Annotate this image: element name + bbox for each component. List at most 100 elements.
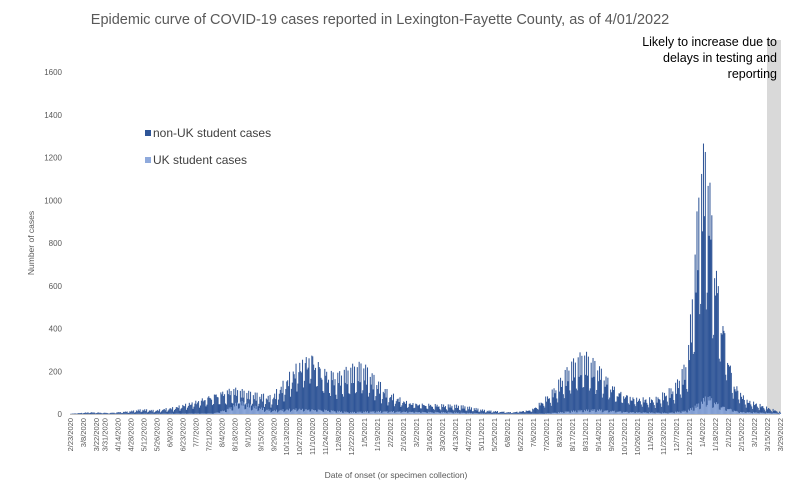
non-uk-case-bar	[102, 413, 104, 414]
uk-student-case-bar	[172, 413, 174, 414]
uk-student-case-bar	[330, 410, 332, 414]
uk-student-case-bar	[312, 409, 314, 414]
non-uk-case-bar	[373, 374, 375, 414]
uk-student-case-bar	[644, 412, 646, 414]
uk-student-case-bar	[714, 402, 716, 414]
uk-student-case-bar	[263, 407, 265, 414]
uk-student-case-bar	[704, 396, 706, 414]
uk-student-case-bar	[357, 412, 359, 414]
uk-student-case-bar	[295, 408, 297, 414]
uk-student-case-bar	[396, 411, 398, 414]
non-uk-case-bar	[145, 410, 147, 414]
uk-student-case-bar	[630, 412, 632, 414]
non-uk-case-bar	[658, 398, 660, 414]
y-axis-title: Number of cases	[26, 211, 36, 275]
non-uk-case-bar	[82, 413, 85, 414]
non-uk-case-bar	[286, 381, 288, 414]
non-uk-case-bar	[265, 398, 267, 414]
non-uk-case-bar	[741, 399, 743, 414]
uk-student-case-bar	[749, 412, 751, 414]
uk-student-case-bar	[210, 413, 212, 414]
non-uk-case-bar	[88, 413, 90, 414]
non-uk-case-bar	[487, 411, 489, 414]
uk-student-case-bar	[234, 406, 236, 414]
non-uk-case-bar	[282, 380, 284, 414]
uk-student-case-bar	[405, 412, 407, 414]
non-uk-case-bar	[171, 409, 173, 414]
non-uk-case-bar	[574, 362, 576, 414]
non-uk-case-bar	[439, 409, 441, 414]
non-uk-case-bar	[124, 411, 126, 414]
non-uk-case-bar	[248, 390, 250, 414]
non-uk-case-bar	[250, 405, 253, 414]
non-uk-case-bar	[237, 390, 239, 414]
uk-student-case-bar	[444, 412, 446, 414]
non-uk-case-bar	[404, 402, 406, 414]
non-uk-case-bar	[382, 391, 384, 414]
non-uk-case-bar	[579, 352, 581, 414]
non-uk-case-bar	[122, 411, 124, 414]
uk-student-case-bar	[712, 407, 714, 414]
non-uk-case-bar	[359, 382, 361, 414]
non-uk-case-bar	[430, 404, 432, 414]
uk-student-case-bar	[473, 413, 475, 414]
non-uk-case-bar	[409, 403, 411, 414]
uk-student-case-bar	[564, 411, 566, 414]
non-uk-case-bar	[177, 407, 179, 414]
non-uk-case-bar	[484, 412, 486, 414]
non-uk-case-bar	[631, 400, 633, 414]
non-uk-case-bar	[458, 409, 460, 414]
uk-student-case-bar	[738, 412, 740, 414]
uk-student-case-bar	[355, 412, 357, 414]
non-uk-case-bar	[638, 400, 640, 414]
x-tick-label: 4/14/2020	[113, 418, 122, 451]
non-uk-case-bar	[516, 411, 518, 414]
y-tick-label: 1400	[44, 111, 62, 120]
uk-student-case-bar	[662, 412, 664, 414]
non-uk-case-bar	[314, 370, 316, 414]
non-uk-case-bar	[575, 388, 577, 414]
uk-student-case-bar	[424, 412, 426, 414]
non-uk-case-bar	[356, 367, 358, 414]
non-uk-case-bar	[368, 392, 370, 414]
non-uk-case-bar	[434, 403, 436, 414]
uk-student-case-bar	[592, 409, 594, 414]
non-uk-case-bar	[95, 413, 98, 414]
non-uk-case-bar	[319, 368, 321, 414]
non-uk-case-bar	[101, 413, 103, 414]
non-uk-case-bar	[234, 394, 236, 414]
uk-student-case-bar	[547, 413, 549, 414]
uk-student-case-bar	[406, 412, 408, 414]
non-uk-case-bar	[739, 403, 741, 414]
uk-student-case-bar	[552, 413, 554, 414]
non-uk-case-bar	[595, 393, 597, 414]
non-uk-case-bar	[624, 398, 626, 414]
non-uk-case-bar	[490, 410, 492, 414]
uk-student-case-bar	[296, 411, 298, 414]
non-uk-case-bar	[634, 404, 636, 414]
uk-student-case-bar	[583, 412, 585, 414]
x-tick-label: 8/4/2020	[217, 418, 226, 447]
uk-student-case-bar	[440, 413, 442, 414]
uk-student-case-bar	[230, 407, 232, 414]
non-uk-case-bar	[562, 394, 564, 414]
uk-student-case-bar	[272, 410, 274, 414]
uk-student-case-bar	[549, 413, 551, 414]
non-uk-case-bar	[204, 400, 206, 414]
y-tick-label: 1000	[44, 196, 62, 205]
uk-student-case-bar	[302, 411, 304, 414]
uk-student-case-bar	[683, 410, 685, 414]
uk-student-case-bar	[621, 412, 623, 414]
non-uk-case-bar	[468, 409, 470, 414]
non-uk-case-bar	[675, 382, 677, 414]
uk-student-case-bar	[338, 411, 340, 414]
non-uk-case-bar	[426, 408, 428, 414]
non-uk-case-bar	[255, 400, 257, 414]
non-uk-case-bar	[224, 403, 227, 414]
non-uk-case-bar	[453, 410, 455, 414]
non-uk-case-bar	[704, 151, 706, 414]
non-uk-case-bar	[483, 409, 485, 414]
non-uk-case-bar	[552, 397, 554, 414]
legend-swatch-uk	[145, 157, 151, 163]
non-uk-case-bar	[633, 399, 635, 414]
